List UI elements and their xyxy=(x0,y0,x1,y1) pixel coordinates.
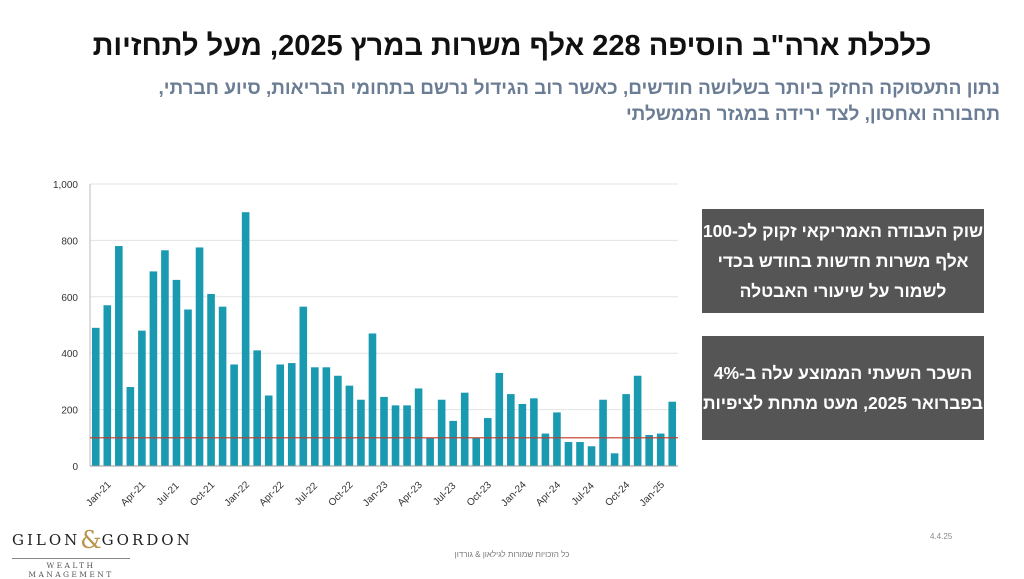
x-tick-label: Apr-24 xyxy=(534,479,563,508)
x-tick-label: Apr-23 xyxy=(396,479,425,508)
bar xyxy=(564,442,573,466)
logo-right-word: GORDON xyxy=(101,531,193,549)
slide-date: 4.4.25 xyxy=(930,532,953,541)
bar xyxy=(587,446,596,466)
bar xyxy=(622,394,630,466)
info-box-1-line-1: שוק העבודה האמריקאי זקוק לכ-100 xyxy=(702,221,984,241)
bar xyxy=(507,394,515,466)
y-tick-label: 1,000 xyxy=(53,180,78,191)
x-tick-label: Jan-23 xyxy=(361,479,391,509)
y-tick-label: 800 xyxy=(61,236,78,247)
bar xyxy=(553,412,561,466)
bar xyxy=(184,309,192,466)
x-tick-label: Jul-23 xyxy=(431,480,458,507)
info-box-2-line-2: בפברואר 2025, מעט מתחת לציפיות xyxy=(702,393,984,413)
subtitle-line-1: נתון התעסוקה החזק ביותר בשלושה חודשים, כ… xyxy=(158,78,1000,99)
info-box-2-line-1: השכר השעתי הממוצע עלה ב-4% xyxy=(713,363,973,383)
bar xyxy=(495,372,504,466)
logo-ampersand: & xyxy=(80,526,102,554)
bar xyxy=(576,442,584,466)
x-tick-label: Oct-24 xyxy=(603,479,632,508)
x-tick-label: Jul-24 xyxy=(570,480,597,507)
y-tick-label: 200 xyxy=(61,406,78,417)
bar xyxy=(472,437,481,466)
bar xyxy=(322,367,331,466)
logo-left-word: GILON xyxy=(12,531,81,549)
bar xyxy=(230,364,238,466)
bar xyxy=(115,246,123,466)
bar xyxy=(656,433,665,466)
x-tick-label: Apr-21 xyxy=(119,479,148,508)
bar xyxy=(449,420,457,466)
info-box-1-line-2: אלף משרות חדשות בחודש בכדי xyxy=(717,251,969,271)
bar xyxy=(357,399,365,466)
bar xyxy=(91,327,100,466)
bar xyxy=(460,392,469,466)
bar xyxy=(541,433,550,466)
x-tick-label: Jan-24 xyxy=(499,479,529,509)
x-tick-label: Oct-21 xyxy=(188,479,217,508)
logo-tagline: WEALTH MANAGEMENT xyxy=(12,558,130,579)
bar xyxy=(241,212,250,466)
bar xyxy=(530,398,538,466)
copyright-footer: כל הזכויות שמורות לגילאון & גורדון xyxy=(454,550,570,559)
bar xyxy=(103,305,112,466)
x-tick-label: Apr-22 xyxy=(257,479,286,508)
bar xyxy=(334,375,342,466)
y-tick-label: 400 xyxy=(61,349,78,360)
x-tick-label: Jul-22 xyxy=(293,480,320,507)
bar xyxy=(149,271,158,466)
x-tick-label: Jan-21 xyxy=(84,479,114,509)
bar xyxy=(368,333,377,466)
bar xyxy=(414,388,423,466)
logo-wordmark: GILON&GORDON xyxy=(12,526,190,554)
bar xyxy=(207,293,215,466)
bar xyxy=(138,330,146,466)
bar xyxy=(610,453,619,466)
bar xyxy=(437,399,446,466)
bar xyxy=(380,396,388,466)
x-tick-label: Jul-21 xyxy=(155,480,182,507)
bar xyxy=(518,403,527,466)
bar xyxy=(253,350,261,466)
y-tick-label: 0 xyxy=(72,462,78,473)
subtitle-line-2: תחבורה ואחסון, לצד ירידה במגזר הממשלתי xyxy=(625,104,1000,125)
bar xyxy=(645,434,653,466)
bar xyxy=(161,250,169,466)
x-tick-label: Jan-22 xyxy=(223,479,253,509)
bar xyxy=(299,306,308,466)
bar xyxy=(311,367,319,466)
bar xyxy=(426,437,434,466)
x-tick-label: Oct-22 xyxy=(327,479,356,508)
info-box-1-line-3: לשמור על שיעורי האבטלה xyxy=(739,281,947,301)
bar xyxy=(403,405,411,466)
bar xyxy=(633,375,642,466)
bar xyxy=(264,395,273,466)
bar xyxy=(287,363,296,466)
bar xyxy=(391,405,400,466)
bar xyxy=(668,401,677,466)
bar xyxy=(172,279,181,466)
company-logo: GILON&GORDON WEALTH MANAGEMENT xyxy=(12,526,190,579)
page-title: כלכלת ארה"ב הוסיפה 228 אלף משרות במרץ 20… xyxy=(92,30,932,62)
bar xyxy=(483,418,492,466)
info-box-job-needs: שוק העבודה האמריקאי זקוק לכ-100 אלף משרו… xyxy=(702,209,984,313)
bar xyxy=(126,387,135,466)
y-tick-label: 600 xyxy=(61,293,78,304)
page-subtitle: נתון התעסוקה החזק ביותר בשלושה חודשים, כ… xyxy=(40,76,1000,128)
bar xyxy=(599,399,607,466)
x-tick-label: Oct-23 xyxy=(465,479,494,508)
bar xyxy=(276,364,285,466)
info-box-wages: השכר השעתי הממוצע עלה ב-4% בפברואר 2025,… xyxy=(702,336,984,440)
bar xyxy=(195,247,204,466)
x-tick-label: Jan-25 xyxy=(638,479,668,509)
bar xyxy=(345,385,354,466)
bar xyxy=(218,306,227,466)
